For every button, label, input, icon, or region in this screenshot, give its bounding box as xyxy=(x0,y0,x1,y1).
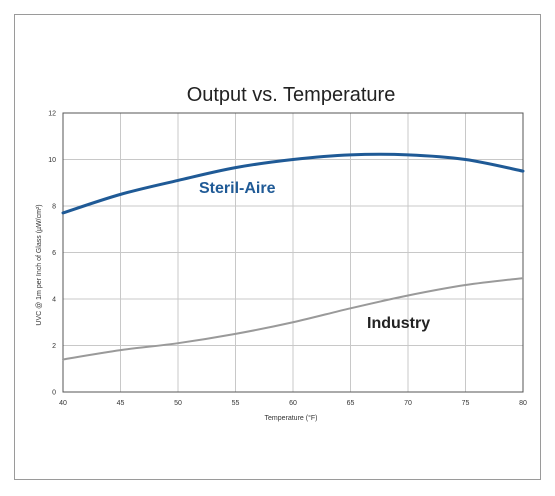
y-tick-label: 10 xyxy=(48,157,56,164)
y-tick-label: 8 xyxy=(52,204,56,211)
x-tick-label: 55 xyxy=(232,400,240,407)
x-tick-label: 45 xyxy=(117,400,125,407)
x-tick-label: 65 xyxy=(347,400,355,407)
plot-area xyxy=(62,112,524,393)
chart-title: Output vs. Temperature xyxy=(187,84,396,106)
x-tick-label: 75 xyxy=(462,400,470,407)
x-tick-label: 50 xyxy=(174,400,182,407)
y-tick-label: 4 xyxy=(52,297,56,304)
y-tick-label: 6 xyxy=(52,250,56,257)
output-vs-temperature-chart: Output vs. Temperature 40 45 50 55 60 65 70 75 8… xyxy=(36,84,527,422)
chart-frame: Output vs. Temperature 40 45 50 55 60 65 70 75 8… xyxy=(14,14,541,480)
y-tick-label: 12 xyxy=(48,111,56,118)
x-tick-label: 70 xyxy=(404,400,412,407)
series-line-steril-aire xyxy=(61,152,525,215)
x-axis-label: Temperature (°F) xyxy=(265,414,318,422)
x-axis-ticks: 40 45 50 55 60 65 70 75 80 xyxy=(59,400,527,407)
series-label-steril-aire: Steril-Aire xyxy=(199,180,276,197)
series xyxy=(61,152,525,361)
x-tick-label: 60 xyxy=(289,400,297,407)
series-line-industry xyxy=(62,277,524,361)
y-tick-label: 0 xyxy=(52,390,56,397)
x-tick-label: 40 xyxy=(59,400,67,407)
series-label-industry: Industry xyxy=(367,315,430,332)
y-axis-ticks: 0 2 4 6 8 10 12 xyxy=(48,111,56,397)
y-tick-label: 2 xyxy=(52,343,56,350)
grid xyxy=(62,112,524,393)
y-axis-label: UVC @ 1m per Inch of Glass (µW/cm²) xyxy=(36,204,43,325)
x-tick-label: 80 xyxy=(519,400,527,407)
